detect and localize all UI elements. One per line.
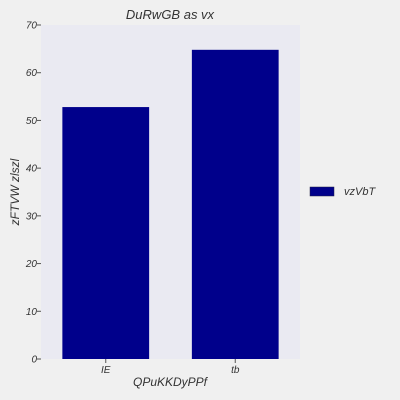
y-tick-label: 60 <box>26 68 38 79</box>
bar-IE <box>62 107 150 359</box>
y-tick-label: 40 <box>26 164 38 175</box>
bar-tb <box>191 49 279 359</box>
y-axis-label: zFTVW zlszl <box>8 158 22 226</box>
y-tick-label: 70 <box>26 21 38 32</box>
x-tick-label-tb: tb <box>231 365 240 376</box>
y-tick-label: 0 <box>31 355 37 366</box>
x-axis: IE tb <box>101 359 240 376</box>
legend: vzVbT <box>309 186 376 198</box>
x-tick-label-IE: IE <box>101 365 111 376</box>
y-tick-label: 50 <box>26 116 38 127</box>
y-tick-label: 20 <box>25 259 38 270</box>
chart-title: DuRwGB as vx <box>126 7 215 22</box>
y-tick-label: 10 <box>26 307 38 318</box>
legend-label: vzVbT <box>344 186 376 198</box>
bars-layer <box>62 49 279 359</box>
legend-swatch <box>309 186 335 197</box>
x-axis-label: QPuKKDyPPf <box>133 375 209 389</box>
y-tick-label: 30 <box>26 211 38 222</box>
y-axis: 0 10 20 30 40 50 60 70 <box>25 21 41 366</box>
